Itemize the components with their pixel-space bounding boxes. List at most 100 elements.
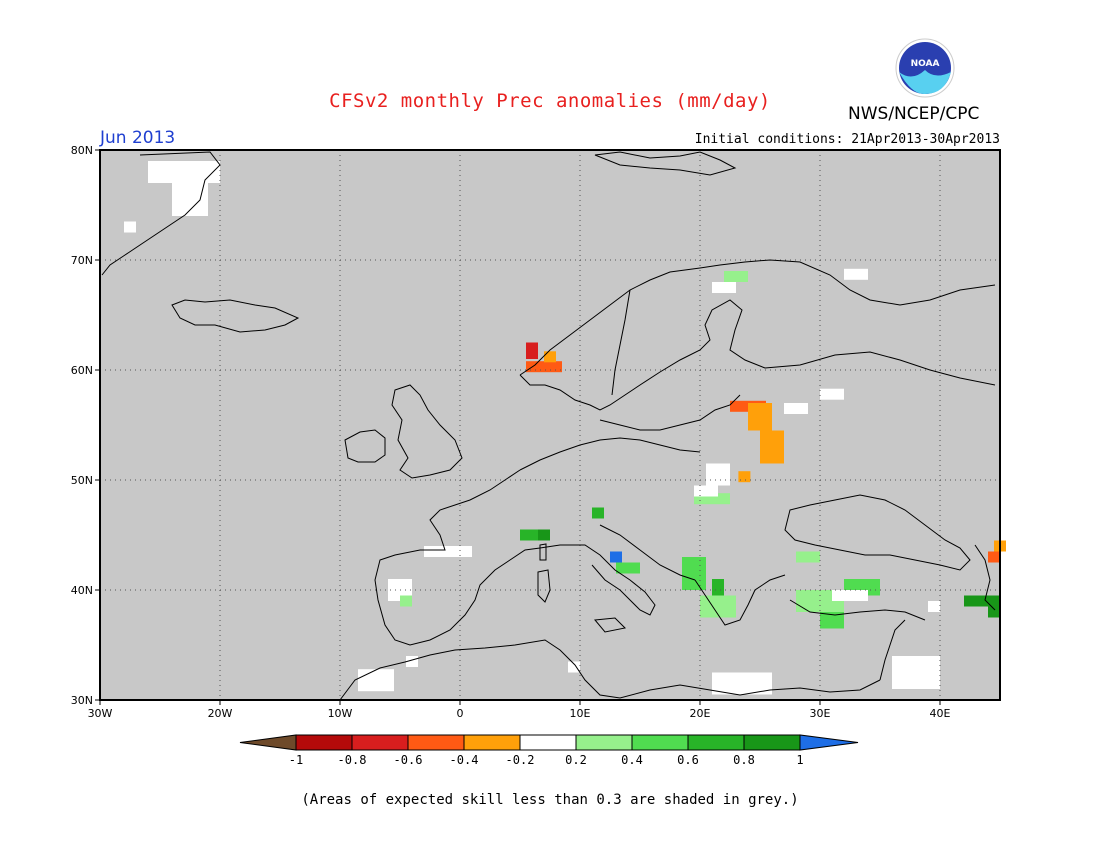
anomaly-cell: [820, 388, 844, 400]
coastline-iceland: [171, 299, 300, 333]
coastline-sicily: [594, 617, 627, 633]
legend-tick-label: 0.6: [677, 753, 699, 767]
longitude-labels: 30W 20W 10W 0 10E 20E 30E 40E: [88, 700, 951, 720]
map-frame: [99, 149, 1001, 701]
coastline-north-africa: [339, 639, 881, 701]
coastline-greece: [694, 574, 786, 626]
skill-footnote: (Areas of expected skill less than 0.3 a…: [301, 792, 799, 808]
latitude-labels: 80N 70N 60N 50N 40N 30N: [71, 144, 100, 707]
coastline-sardinia: [537, 569, 551, 603]
anomaly-cell: [424, 546, 472, 557]
legend-swatch: [575, 734, 633, 751]
lat-tick-label: 60N: [71, 364, 93, 377]
anomaly-cell: [406, 656, 418, 667]
legend-tick-label: 0.8: [733, 753, 755, 767]
legend-arrow-high: [799, 734, 859, 751]
legend-swatch: [631, 734, 689, 751]
coastline-west-europe: [374, 469, 541, 646]
anomaly-cell: [892, 656, 940, 689]
coastline-north-sea: [519, 437, 701, 471]
anomaly-cell: [784, 403, 808, 414]
coastline-scandinavia: [519, 259, 996, 376]
chart-title: CFSv2 monthly Prec anomalies (mm/day): [329, 90, 771, 112]
anomaly-cell: [520, 529, 544, 541]
coastline-middle-east: [879, 619, 906, 681]
agency-label: NWS/NCEP/CPC: [848, 104, 980, 124]
legend-swatch: [743, 734, 801, 751]
anomaly-cells: [124, 161, 1006, 695]
anomaly-cell: [526, 361, 562, 373]
anomaly-cell: [616, 562, 640, 574]
anomaly-cell: [706, 463, 730, 486]
lat-tick-label: 40N: [71, 584, 93, 597]
coastline-corsica: [539, 543, 547, 561]
anomaly-cell: [568, 661, 580, 673]
anomaly-cell: [694, 485, 718, 497]
lat-tick-label: 30N: [71, 694, 93, 707]
legend-swatch: [295, 734, 353, 751]
anomaly-cell: [988, 551, 1000, 563]
anomaly-cell: [538, 529, 550, 541]
legend-swatch: [463, 734, 521, 751]
coastline-caspian: [974, 544, 996, 611]
anomaly-cell: [526, 342, 538, 359]
coastline-italy: [539, 544, 656, 616]
anomaly-cell: [738, 471, 751, 483]
anomaly-cell: [832, 590, 868, 601]
color-legend: [239, 734, 859, 751]
legend-swatch: [407, 734, 465, 751]
lon-tick-label: 30E: [810, 707, 831, 720]
map-background: [100, 150, 1000, 700]
legend-tick-label: -0.4: [450, 753, 479, 767]
legend-swatch: [351, 734, 409, 751]
anomaly-cell: [760, 430, 784, 464]
anomaly-cell: [988, 595, 1000, 618]
legend-arrow-low: [239, 734, 297, 751]
legend-tick-label: 0.2: [565, 753, 587, 767]
legend-swatch: [687, 734, 745, 751]
anomaly-cell: [682, 557, 706, 590]
lat-tick-label: 70N: [71, 254, 93, 267]
anomaly-cell: [712, 282, 736, 293]
coastline-sweden-finland-border: [611, 289, 631, 396]
anomaly-cell: [400, 595, 412, 607]
legend-tick-label: -0.8: [338, 753, 367, 767]
coastline-svalbard: [594, 151, 737, 176]
lon-tick-label: 20E: [690, 707, 711, 720]
anomaly-cell: [964, 595, 1000, 607]
coastline-greenland: [101, 151, 221, 276]
coastline-baltic: [599, 394, 741, 431]
forecast-month: Jun 2013: [100, 128, 176, 148]
anomaly-cell: [712, 672, 772, 695]
legend-tick-label: -1: [289, 753, 303, 767]
lat-tick-label: 50N: [71, 474, 93, 487]
anomaly-cell: [928, 601, 940, 612]
legend-tick-label: 0.4: [621, 753, 643, 767]
legend-tick-label: -0.6: [394, 753, 423, 767]
anomaly-cell: [820, 612, 844, 629]
coastline-britain: [391, 384, 463, 479]
anomaly-cell: [358, 669, 394, 692]
lon-tick-label: 30W: [88, 707, 113, 720]
lon-tick-label: 0: [457, 707, 464, 720]
anomaly-cell: [610, 551, 622, 563]
coastlines: [101, 151, 996, 701]
anomaly-cell: [748, 403, 772, 431]
lon-tick-label: 20W: [208, 707, 233, 720]
anomaly-cell: [124, 221, 136, 233]
legend-tick-label: -0.2: [506, 753, 535, 767]
lat-tick-label: 80N: [71, 144, 93, 157]
noaa-logo: NOAA: [895, 38, 955, 98]
coastline-ireland: [344, 429, 386, 463]
legend-tick-label: 1: [796, 753, 803, 767]
lon-tick-label: 40E: [930, 707, 951, 720]
gridlines: [100, 150, 1000, 700]
legend-tick-labels: -1 -0.8 -0.6 -0.4 -0.2 0.2 0.4 0.6 0.8 1: [289, 753, 804, 767]
lon-tick-label: 10E: [570, 707, 591, 720]
coastline-turkey-south: [789, 599, 926, 621]
legend-swatch: [519, 734, 577, 751]
anomaly-cell: [544, 351, 556, 363]
coastline-adriatic: [599, 524, 696, 581]
anomaly-cell: [148, 161, 220, 183]
